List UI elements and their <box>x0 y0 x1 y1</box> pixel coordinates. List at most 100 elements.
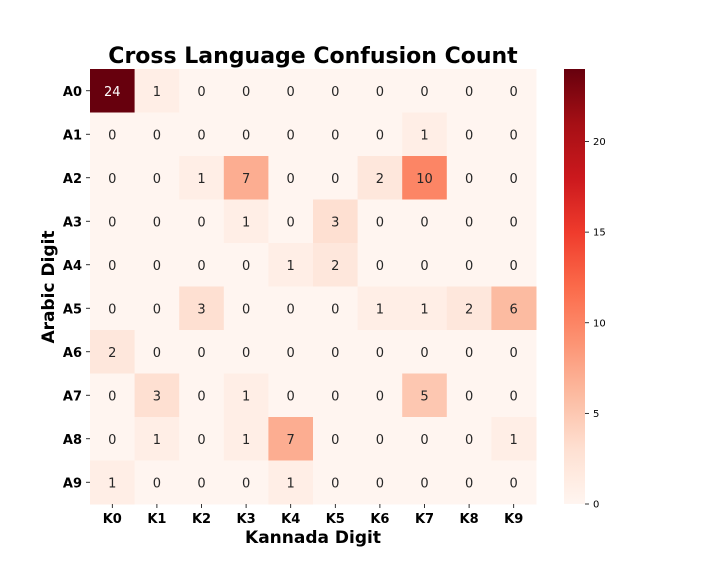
heatmap-cell <box>402 373 448 418</box>
heatmap-cell <box>179 330 225 374</box>
colorbar-tick-label: 0 <box>593 500 599 511</box>
heatmap-cell <box>357 460 403 505</box>
cell-value-label: 1 <box>510 433 518 448</box>
heatmap-cell <box>313 243 359 287</box>
heatmap-cell <box>268 156 314 200</box>
cell-value-label: 0 <box>376 85 384 100</box>
cell-value-label: 1 <box>108 476 116 491</box>
cell-value-label: 0 <box>376 433 384 448</box>
y-tick-label: A1 <box>63 128 82 143</box>
colorbar-tick-label: 5 <box>593 409 599 420</box>
x-tick-label: K0 <box>103 512 122 527</box>
cell-value-label: 1 <box>153 85 161 100</box>
cell-value-label: 0 <box>331 433 339 448</box>
heatmap-cell <box>268 69 314 113</box>
heatmap-cell <box>446 69 492 113</box>
cell-value-label: 0 <box>420 346 428 361</box>
cell-value-label: 1 <box>420 128 428 143</box>
heatmap-cell <box>491 330 537 374</box>
heatmap-cell <box>357 330 403 374</box>
heatmap-cell <box>90 460 136 505</box>
cell-value-label: 0 <box>287 172 295 187</box>
heatmap-cell <box>491 156 537 200</box>
cell-value-label: 0 <box>287 346 295 361</box>
heatmap-cell <box>134 330 180 374</box>
heatmap-cell <box>313 286 359 331</box>
cell-value-label: 0 <box>465 476 473 491</box>
heatmap-cell <box>134 156 180 200</box>
heatmap-cell <box>446 460 492 505</box>
cell-value-label: 0 <box>197 476 205 491</box>
cell-value-label: 0 <box>197 346 205 361</box>
heatmap-cell <box>179 199 225 244</box>
cell-value-label: 24 <box>104 85 121 100</box>
heatmap-cell <box>313 373 359 418</box>
x-tick-label: K9 <box>504 512 523 527</box>
heatmap-cell <box>313 199 359 244</box>
heatmap-cell <box>446 330 492 374</box>
cell-value-label: 0 <box>197 128 205 143</box>
heatmap-cell <box>268 199 314 244</box>
heatmap-cell <box>357 69 403 113</box>
heatmap-cell <box>491 199 537 244</box>
cell-value-label: 1 <box>376 302 384 317</box>
cell-value-label: 0 <box>510 389 518 404</box>
cell-value-label: 0 <box>510 215 518 230</box>
heatmap-cell <box>268 286 314 331</box>
heatmap-cell <box>357 199 403 244</box>
cell-value-label: 0 <box>197 215 205 230</box>
heatmap-cell <box>313 156 359 200</box>
x-tick-label: K2 <box>192 512 211 527</box>
heatmap-cell <box>402 112 448 157</box>
cell-value-label: 1 <box>242 433 250 448</box>
colorbar-tick-label: 10 <box>593 318 606 329</box>
heatmap-cell <box>134 69 180 113</box>
x-tick-label: K3 <box>237 512 256 527</box>
cell-value-label: 0 <box>465 259 473 274</box>
cell-value-label: 0 <box>153 476 161 491</box>
heatmap-cell <box>90 330 136 374</box>
heatmap-cell <box>179 243 225 287</box>
heatmap-cell <box>446 373 492 418</box>
heatmap-cell <box>90 156 136 200</box>
cell-value-label: 0 <box>510 259 518 274</box>
cell-value-label: 0 <box>197 433 205 448</box>
cell-value-label: 1 <box>197 172 205 187</box>
cell-value-label: 0 <box>108 389 116 404</box>
heatmap-cell <box>491 286 537 331</box>
heatmap-cell <box>357 112 403 157</box>
cell-value-label: 0 <box>510 346 518 361</box>
cell-value-label: 0 <box>153 259 161 274</box>
cell-value-label: 0 <box>510 128 518 143</box>
cell-value-label: 1 <box>153 433 161 448</box>
y-tick-label: A7 <box>63 389 82 404</box>
heatmap-cell <box>268 373 314 418</box>
colorbar-tick-label: 15 <box>593 228 606 239</box>
heatmap-cell <box>268 243 314 287</box>
cell-value-label: 0 <box>108 259 116 274</box>
heatmap-cell <box>402 460 448 505</box>
colorbar-ticks: 0 5 10 15 20 <box>585 137 606 511</box>
cell-value-label: 0 <box>287 128 295 143</box>
heatmap-cell <box>357 243 403 287</box>
cell-value-label: 0 <box>465 346 473 361</box>
heatmap-cell <box>179 69 225 113</box>
cell-value-label: 7 <box>287 433 295 448</box>
heatmap-cell <box>491 373 537 418</box>
y-axis-label: Arabic Digit <box>39 230 59 343</box>
y-tick-label: A4 <box>63 259 82 274</box>
cell-value-label: 7 <box>242 172 250 187</box>
cell-value-label: 0 <box>287 215 295 230</box>
heatmap-cell <box>402 417 448 461</box>
cell-value-label: 3 <box>331 215 339 230</box>
cell-value-label: 0 <box>197 259 205 274</box>
cell-value-label: 0 <box>108 215 116 230</box>
cell-value-label: 0 <box>153 128 161 143</box>
y-tick-label: A2 <box>63 172 82 187</box>
heatmap-cell <box>134 112 180 157</box>
cell-value-label: 0 <box>465 433 473 448</box>
cell-value-label: 0 <box>420 215 428 230</box>
heatmap-cell <box>268 330 314 374</box>
cell-value-label: 0 <box>108 302 116 317</box>
y-tick-label: A8 <box>63 433 82 448</box>
